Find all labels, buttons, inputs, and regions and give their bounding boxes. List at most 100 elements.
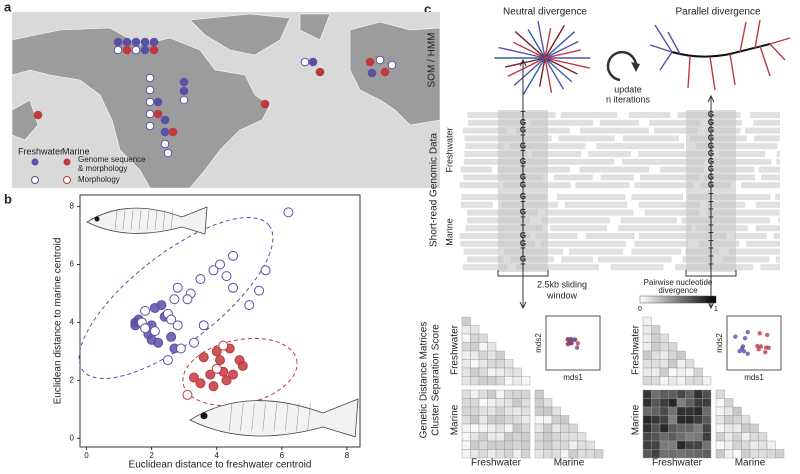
group-label: Freshwater [444, 127, 454, 172]
matrix-cell [685, 367, 695, 377]
matrix-cell [668, 406, 678, 416]
tree-branch [498, 46, 546, 59]
matrix-cell [470, 440, 480, 450]
read [760, 264, 780, 271]
read [597, 256, 672, 263]
tree-branch [512, 41, 546, 59]
read [628, 112, 671, 118]
map-site [153, 97, 163, 107]
read [773, 233, 780, 239]
matrix-cell [560, 423, 570, 433]
point [221, 375, 232, 386]
matrix-cell [551, 440, 561, 450]
matrix-cell [495, 359, 505, 369]
matrix-cell [651, 350, 661, 360]
matrix-cell [543, 398, 553, 408]
matrix-cell [504, 367, 514, 377]
matrix-cell [732, 415, 742, 425]
matrix-cell [702, 440, 712, 450]
mds-axis: mds1 [563, 373, 583, 382]
matrix-cell [651, 415, 661, 425]
matrix-cell [504, 415, 514, 425]
matrix-cell [659, 432, 669, 442]
mds-point [733, 334, 738, 339]
matrix-cell [668, 389, 678, 399]
point [169, 294, 180, 305]
tree-branch [544, 40, 579, 59]
matrix-cell [685, 415, 695, 425]
fish-eye [200, 412, 208, 420]
point [172, 282, 183, 293]
matrix-cell [676, 415, 686, 425]
matrix-cell [470, 333, 480, 343]
matrix-cell [642, 449, 652, 459]
read [541, 240, 626, 247]
read [541, 217, 610, 224]
matrix-cell [521, 449, 531, 459]
read [460, 166, 493, 173]
matrix-cell [470, 359, 480, 369]
read [634, 240, 689, 247]
matrix-row-label: Freshwater [450, 324, 461, 375]
read [734, 233, 767, 239]
tree-branch [514, 31, 546, 59]
read [719, 151, 766, 157]
point [208, 381, 219, 392]
group-label: Marine [444, 218, 454, 246]
read [463, 158, 521, 165]
matrix-cell [487, 342, 497, 352]
read [579, 166, 649, 173]
point [156, 300, 167, 311]
matrix-cell [478, 432, 488, 442]
matrix-cell [461, 449, 471, 459]
matrix-cell [512, 423, 522, 433]
tree-title: Neutral divergence [503, 7, 587, 18]
matrix-cell [676, 440, 686, 450]
fish-rib [154, 209, 158, 231]
tree-branch [769, 37, 791, 45]
matrix-cell [495, 389, 505, 399]
point [175, 343, 186, 354]
matrix-cell [642, 342, 652, 352]
matrix-cell [741, 432, 751, 442]
matrix-cell [732, 432, 742, 442]
matrix-cell [568, 423, 578, 433]
mds-point [763, 345, 769, 350]
matrix-cell [651, 389, 661, 399]
read [638, 201, 701, 208]
matrix-title: Cluster Separation Score [431, 324, 442, 436]
matrix-cell [461, 376, 471, 386]
matrix-cell [470, 342, 480, 352]
matrix-cell [668, 367, 678, 377]
matrix-cell [504, 376, 514, 386]
matrix-cell [534, 423, 544, 433]
read [746, 240, 780, 247]
matrix-cell [534, 449, 544, 459]
point [237, 360, 248, 371]
matrix-cell [741, 423, 751, 433]
read [622, 158, 705, 165]
y-tick-label: 0 [70, 433, 75, 442]
read [741, 182, 780, 189]
point [215, 259, 225, 270]
matrix-cell [495, 367, 505, 377]
fish-rib [162, 209, 166, 231]
tree-branch [739, 21, 747, 53]
mds-point [574, 345, 580, 350]
tree-branch [544, 57, 590, 69]
read [749, 112, 780, 118]
read [460, 240, 535, 247]
matrix-cell [732, 406, 742, 416]
matrix-cell [724, 432, 734, 442]
map-site [168, 127, 178, 137]
matrix-cell [461, 398, 471, 408]
window-label: window [546, 290, 578, 300]
mds-point [742, 335, 748, 341]
matrix-cell [521, 376, 531, 386]
legend-label: & morphology [78, 164, 127, 173]
matrix-cell [495, 432, 505, 442]
tree-branch [507, 57, 546, 77]
legend-mark [31, 158, 39, 166]
matrix-cell [651, 376, 661, 386]
